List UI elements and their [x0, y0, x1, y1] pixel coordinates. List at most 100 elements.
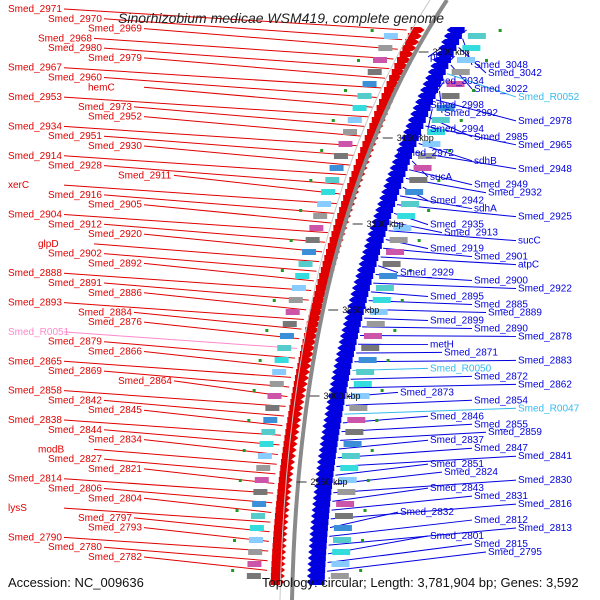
leader-line	[377, 265, 399, 274]
right-strand-feature	[339, 333, 358, 339]
right-annotation-box	[375, 285, 394, 291]
right-strand-feature	[362, 249, 381, 255]
right-annotation-box	[333, 525, 352, 531]
leader-line	[356, 351, 443, 354]
right-strand-feature	[367, 231, 386, 237]
right-annotation-box	[441, 93, 460, 99]
gene-label: Smed_2780	[48, 542, 102, 553]
leader-line	[331, 495, 473, 511]
leader-line	[143, 262, 314, 282]
left-annotation-box	[248, 549, 263, 555]
gene-label: Smed_2973	[78, 102, 132, 113]
genome-backbone-inner	[279, 0, 431, 600]
gene-label: Smed_2878	[518, 331, 572, 342]
leader-line	[408, 169, 473, 186]
gene-label: Smed_2812	[474, 515, 528, 526]
right-strand-feature	[348, 297, 367, 303]
right-strand-feature	[320, 435, 339, 441]
gene-label: Smed_2845	[88, 405, 142, 416]
position-ruler: 3200 kbp 3150 kbp 3100 kbp 3050 kbp 3000 kbp…	[296, 47, 470, 487]
right-annotation-box	[401, 201, 420, 207]
left-strand-feature	[290, 399, 305, 405]
gene-label: Smed_2804	[88, 493, 142, 504]
right-strand-feature	[344, 315, 363, 321]
gene-label: Smed_2920	[88, 229, 142, 240]
gene-label: Smed_2830	[518, 475, 572, 486]
gene-label: Smed_2932	[488, 188, 542, 199]
left-strand-feature	[276, 501, 291, 507]
right-strand-feature	[441, 39, 460, 45]
right-strand-feature	[307, 567, 326, 573]
right-strand-feature	[317, 453, 336, 459]
right-strand-feature	[396, 147, 415, 153]
leader-line	[354, 359, 517, 363]
leader-line	[103, 194, 335, 214]
left-annotation-box	[249, 525, 264, 531]
marker-dot	[386, 359, 390, 362]
gene-label: Smed_2813	[518, 523, 572, 534]
gene-label: Smed_2905	[88, 200, 142, 211]
gene-label: Smed_2916	[48, 190, 102, 201]
leader-line	[143, 28, 398, 50]
left-strand-feature	[302, 339, 317, 345]
right-annotation-box	[341, 453, 360, 459]
gene-label: Smed_2972	[400, 148, 454, 159]
right-strand-feature	[398, 141, 417, 147]
leader-line	[143, 116, 362, 137]
right-annotation-box	[351, 393, 370, 399]
left-annotation-box	[257, 453, 272, 459]
leader-line	[103, 18, 403, 41]
right-strand-feature	[307, 561, 326, 567]
right-strand-feature	[323, 417, 342, 423]
leader-line	[143, 351, 294, 369]
marker-dot	[393, 329, 397, 332]
leader-line	[143, 468, 275, 485]
marker-dot	[459, 119, 463, 122]
marker-dot	[359, 569, 363, 572]
gene-label: atpC	[518, 260, 539, 271]
gene-label: Smed_2953	[8, 92, 62, 103]
gene-label: Smed_2841	[518, 451, 572, 462]
leader-line	[143, 556, 268, 571]
gene-label: Smed_2854	[474, 395, 528, 406]
gene-label: Smed_3022	[474, 84, 528, 95]
right-strand-feature	[417, 93, 436, 99]
left-strand-feature	[270, 579, 285, 585]
left-annotation-box	[267, 393, 282, 399]
left-annotation-box	[256, 465, 271, 471]
right-annotation-box	[363, 333, 382, 339]
gene-label: Smed_2888	[8, 268, 62, 279]
right-strand-feature	[420, 87, 439, 93]
leader-line	[173, 174, 341, 195]
right-strand-feature	[308, 537, 327, 543]
right-strand-feature	[347, 303, 366, 309]
left-strand-feature	[287, 417, 302, 423]
gene-label: Smed_2869	[48, 366, 102, 377]
marker-dot	[360, 539, 364, 542]
ruler-label: 3100 kbp	[367, 219, 404, 229]
left-strand-feature	[277, 489, 292, 495]
leader-line	[360, 335, 517, 337]
leader-line	[143, 292, 307, 311]
marker-dot	[356, 59, 360, 62]
leader-line	[338, 439, 429, 450]
gene-label: Smed_2793	[88, 523, 142, 534]
right-annotation-box	[366, 321, 385, 327]
right-strand-feature	[316, 465, 335, 471]
leader-line	[103, 135, 355, 156]
gene-label: Smed_2827	[48, 454, 102, 465]
gene-label: Smed_2806	[48, 484, 102, 495]
ruler-label: 3050 kbp	[342, 305, 379, 315]
left-annotation-box	[253, 489, 268, 495]
right-annotation-box	[356, 369, 375, 375]
left-strand-feature	[394, 63, 409, 69]
right-annotation-box	[446, 81, 465, 87]
gene-label: Smed_2902	[48, 249, 102, 260]
leader-line	[391, 221, 443, 234]
marker-dot	[252, 389, 256, 392]
left-annotation-box	[357, 93, 372, 99]
right-strand-feature	[327, 393, 346, 399]
ruler-label: 3200 kbp	[433, 47, 470, 57]
left-strand-feature	[285, 429, 300, 435]
gene-label: Smed_2942	[430, 196, 484, 207]
